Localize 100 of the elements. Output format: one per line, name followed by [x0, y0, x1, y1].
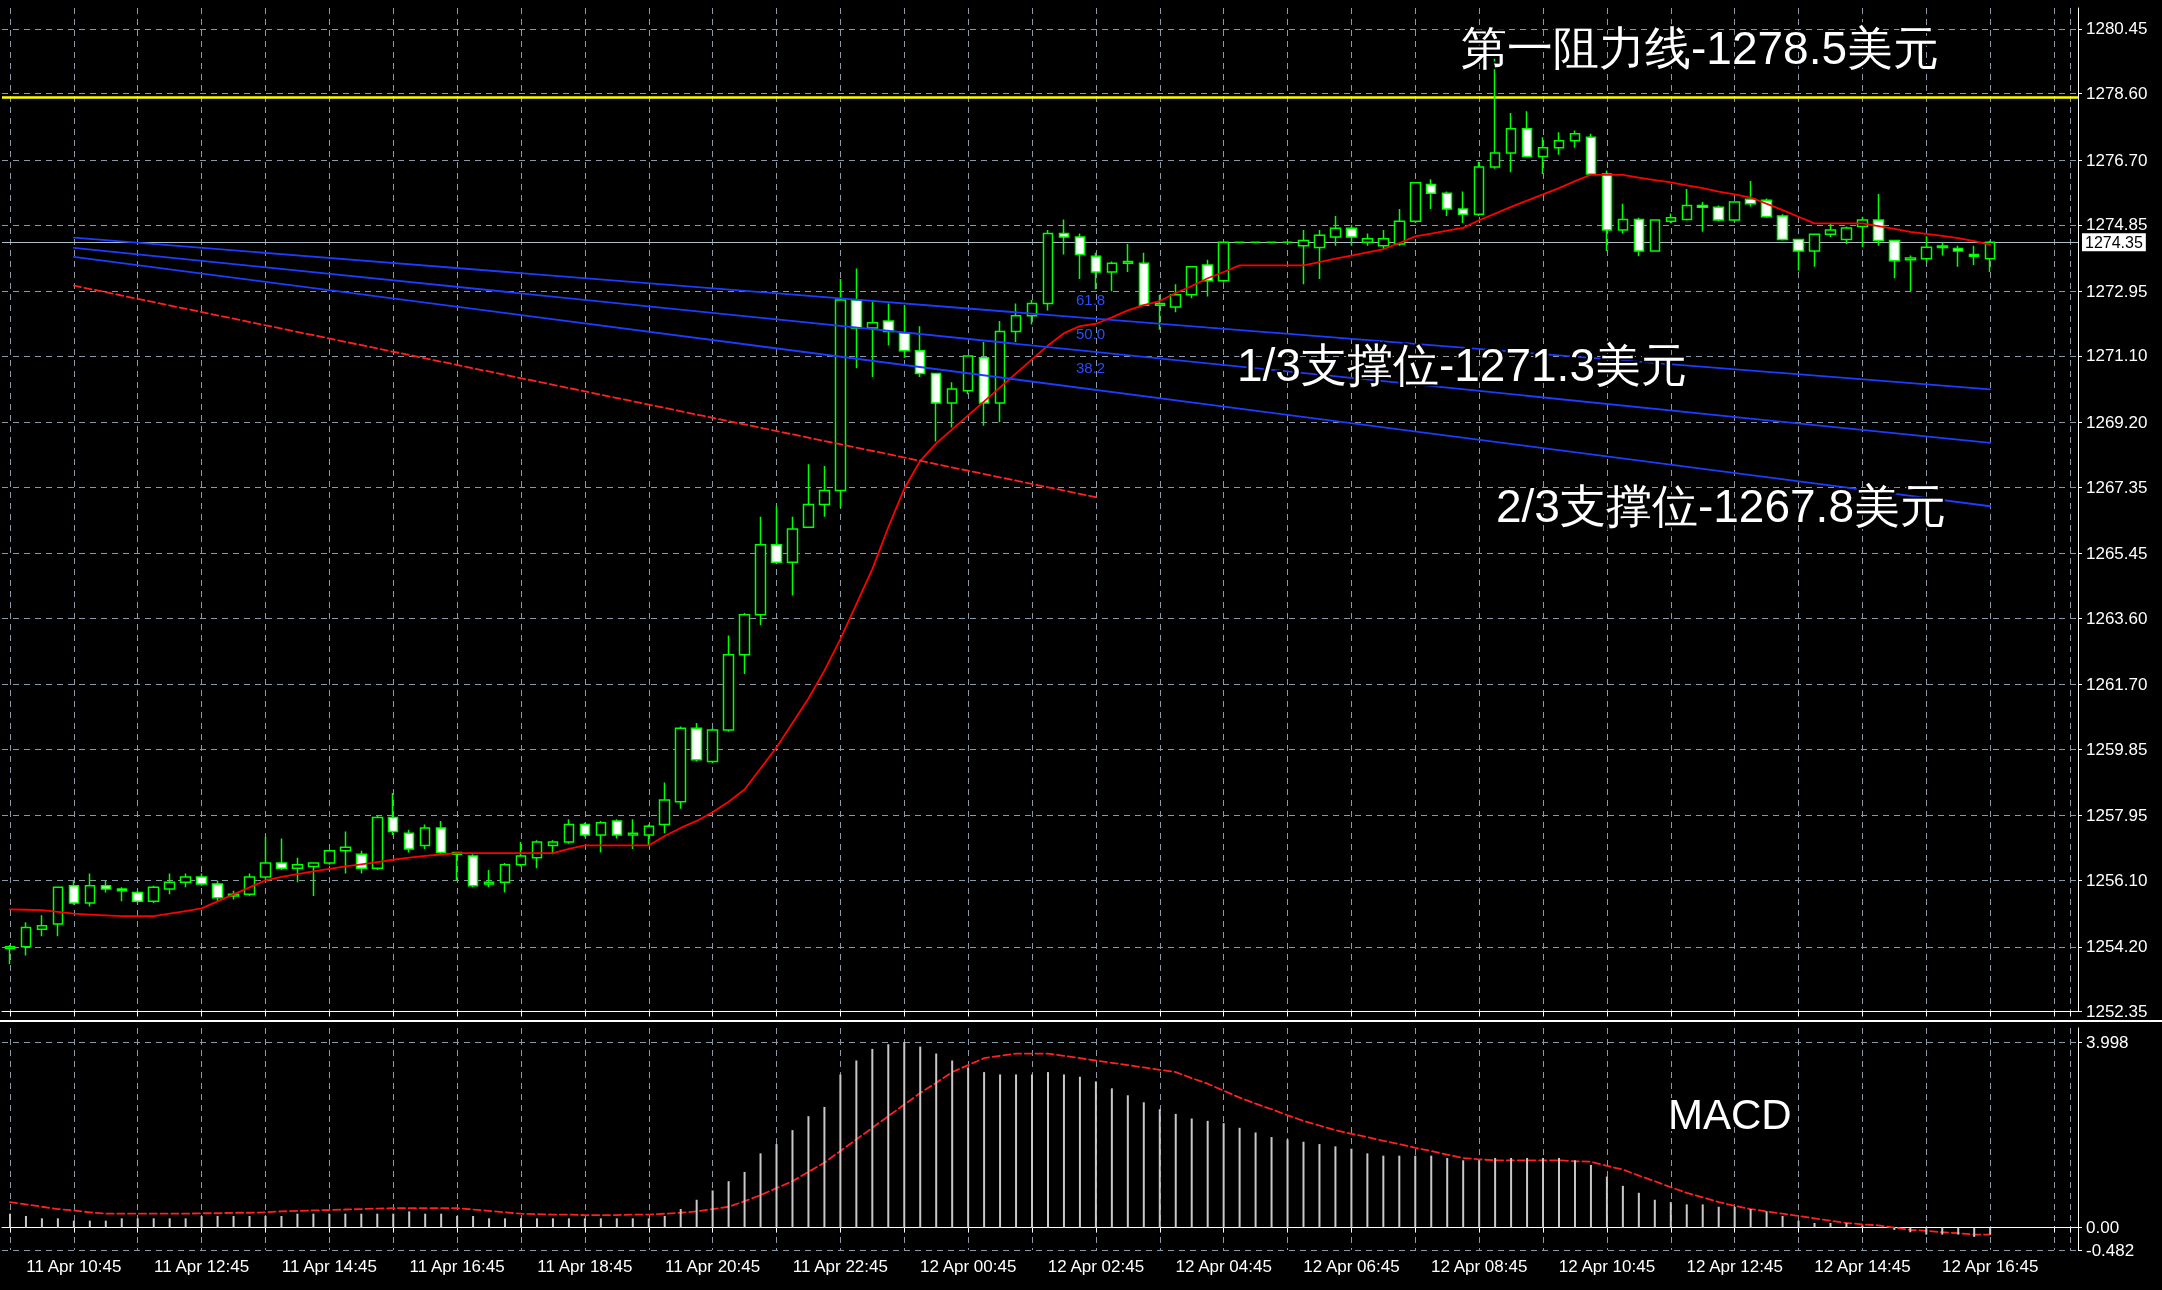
bar [647, 1218, 650, 1228]
bar [1701, 1204, 1704, 1228]
x-tick-label: 12 Apr 14:45 [1814, 1257, 1911, 1276]
y-tick-label: 1272.95 [2086, 281, 2148, 301]
bar [280, 1216, 283, 1228]
x-tick-label: 12 Apr 02:45 [1047, 1257, 1145, 1276]
bar [1222, 1123, 1225, 1228]
bar [1334, 1146, 1337, 1228]
candlestick [435, 820, 447, 855]
candlestick [1457, 190, 1469, 224]
y-tick-label: 0.00 [2086, 1218, 2120, 1238]
candlestick [1042, 229, 1054, 312]
candlestick [1537, 136, 1549, 175]
line-series [9, 1052, 1992, 1236]
bar [1653, 1199, 1656, 1228]
candlestick [1169, 283, 1182, 313]
bar [392, 1213, 395, 1228]
candlestick [116, 886, 128, 903]
bar [1302, 1141, 1305, 1228]
candlestick [163, 872, 176, 896]
candlestick [211, 879, 224, 903]
annotation: 61.8 [1076, 290, 1106, 308]
bar [1414, 1155, 1417, 1228]
bar [1861, 1225, 1864, 1228]
candlestick [1361, 232, 1374, 247]
candlestick [52, 886, 64, 938]
bar [1190, 1118, 1193, 1228]
candlestick [179, 872, 192, 889]
candlestick [802, 463, 815, 528]
candlestick [1425, 178, 1437, 210]
bar [679, 1209, 682, 1228]
bar [711, 1190, 714, 1228]
y-tick-label: 1261.70 [2086, 675, 2148, 695]
candlestick [387, 792, 399, 836]
candlestick [1712, 204, 1725, 223]
candlestick [770, 505, 783, 565]
candlestick [307, 862, 320, 897]
annotation: 50.0 [1076, 324, 1106, 342]
bar [216, 1216, 219, 1228]
candlestick [1154, 293, 1166, 331]
y-tick-label: -0.482 [2086, 1240, 2135, 1260]
bar [520, 1218, 522, 1228]
bar [1158, 1109, 1161, 1228]
bar [631, 1218, 634, 1228]
candlestick [1936, 241, 1949, 257]
bar [1318, 1144, 1321, 1228]
candlestick [1696, 201, 1709, 233]
bar [871, 1048, 874, 1228]
candlestick [1473, 161, 1485, 217]
candlestick [1665, 212, 1677, 224]
candlestick [339, 830, 352, 875]
candlestick [195, 872, 208, 887]
y-tick-label: 1263.60 [2086, 608, 2148, 628]
bar [583, 1218, 586, 1228]
candlestick [1872, 193, 1885, 247]
bar [1845, 1222, 1848, 1228]
bar [759, 1153, 762, 1228]
bar [328, 1213, 331, 1228]
candlestick [1122, 243, 1134, 273]
bar [1765, 1211, 1768, 1228]
candlestick [467, 853, 479, 889]
x-tick-label: 12 Apr 08:45 [1430, 1257, 1528, 1276]
candlestick [1090, 252, 1102, 291]
x-tick-label: 11 Apr 22:45 [792, 1257, 888, 1276]
bar [104, 1220, 107, 1228]
x-tick-label: 12 Apr 10:45 [1558, 1257, 1656, 1276]
bar [200, 1216, 203, 1228]
bar [1558, 1157, 1560, 1228]
annotation: MACD [1668, 1090, 1792, 1138]
bar [1605, 1176, 1608, 1228]
bar [1126, 1095, 1129, 1228]
bar [168, 1218, 171, 1228]
y-tick-label: 1254.20 [2086, 937, 2148, 957]
bar [184, 1218, 187, 1228]
bar [1174, 1113, 1177, 1228]
bar [1366, 1153, 1369, 1228]
bar [152, 1218, 155, 1228]
bar [1046, 1072, 1049, 1228]
bar [1797, 1220, 1800, 1228]
bar [1430, 1155, 1433, 1228]
bar [839, 1074, 842, 1228]
candlestick [1074, 232, 1086, 280]
y-tick-label: 1257.95 [2086, 806, 2148, 826]
bar [136, 1218, 139, 1228]
x-tick-label: 11 Apr 10:45 [26, 1257, 122, 1276]
bar [1669, 1202, 1672, 1228]
bar [1254, 1132, 1257, 1228]
bar [472, 1216, 475, 1228]
candlestick [547, 839, 559, 855]
bar [424, 1213, 427, 1228]
bar [1717, 1206, 1720, 1228]
bar [56, 1218, 59, 1228]
bar [1094, 1081, 1097, 1228]
annotation: 第一阻力线-1278.5美元 [1461, 22, 1940, 74]
candlestick [563, 818, 575, 845]
bar [1446, 1157, 1449, 1228]
x-tick-label: 11 Apr 16:45 [409, 1257, 505, 1276]
candlestick [323, 849, 336, 866]
bar [1733, 1206, 1736, 1228]
candlestick [100, 879, 112, 894]
